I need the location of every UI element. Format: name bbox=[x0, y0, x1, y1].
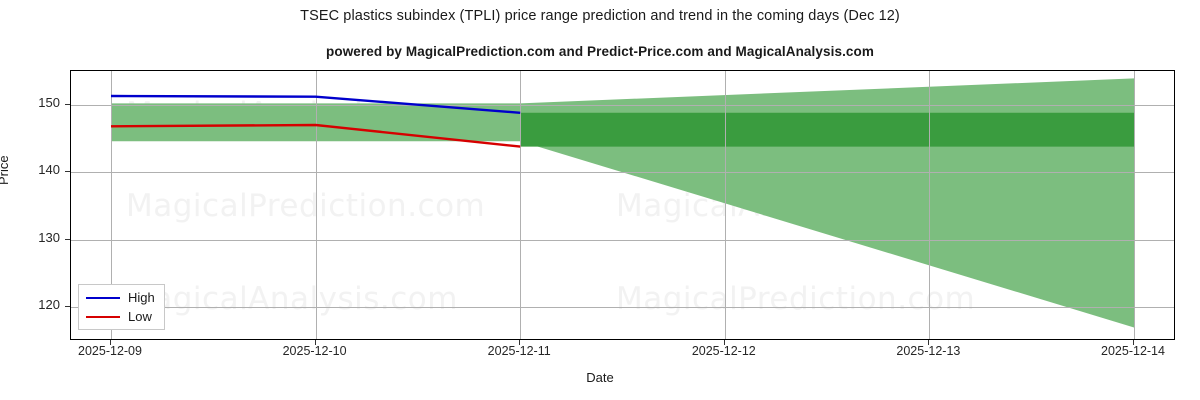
y-tick-mark bbox=[65, 306, 70, 308]
x-tick-mark bbox=[928, 340, 930, 345]
x-tick-mark bbox=[314, 340, 316, 345]
y-tick-mark bbox=[65, 171, 70, 173]
x-tick-mark bbox=[519, 340, 521, 345]
legend-label-high: High bbox=[128, 290, 155, 305]
gridline-horizontal bbox=[71, 104, 1174, 106]
gridline-vertical bbox=[315, 71, 317, 339]
gridline-horizontal bbox=[71, 172, 1174, 174]
series-lines bbox=[110, 94, 521, 148]
gridline-horizontal bbox=[71, 239, 1174, 241]
x-axis-label: Date bbox=[586, 370, 614, 385]
x-tick-label: 2025-12-12 bbox=[691, 344, 756, 358]
x-tick-label: 2025-12-11 bbox=[487, 344, 551, 358]
forecast-core-band bbox=[520, 112, 1134, 147]
x-tick-label: 2025-12-10 bbox=[282, 344, 347, 358]
gridline-vertical bbox=[724, 71, 726, 339]
x-tick-mark bbox=[723, 340, 725, 345]
x-tick-label: 2025-12-13 bbox=[896, 344, 961, 358]
gridline-vertical bbox=[111, 71, 112, 339]
x-tick-mark bbox=[1133, 340, 1134, 345]
series-line-high bbox=[110, 94, 521, 114]
legend-item-high: High bbox=[86, 290, 155, 305]
chart-title: TSEC plastics subindex (TPLI) price rang… bbox=[300, 8, 900, 24]
y-tick-label: 120 bbox=[38, 297, 60, 313]
y-tick-label: 140 bbox=[38, 162, 60, 178]
y-tick-label: 130 bbox=[38, 229, 60, 245]
x-tick-mark bbox=[110, 340, 111, 345]
gridline-horizontal bbox=[71, 307, 1174, 309]
legend-swatch-high bbox=[86, 296, 120, 299]
y-tick-label: 150 bbox=[38, 94, 60, 110]
gridline-vertical bbox=[929, 71, 931, 339]
plot-area: MagicalAnalysis.comMagicalPrediction.com… bbox=[70, 70, 1175, 340]
series-line-low bbox=[110, 123, 521, 148]
gridline-vertical bbox=[520, 71, 522, 339]
legend-label-low: Low bbox=[128, 309, 152, 324]
x-tick-label: 2025-12-09 bbox=[78, 344, 142, 358]
band-shapes bbox=[111, 78, 1134, 328]
legend-item-low: Low bbox=[86, 309, 155, 324]
chart-legend[interactable]: High Low bbox=[78, 284, 165, 330]
legend-swatch-low bbox=[86, 315, 120, 318]
chart-subtitle: powered by MagicalPrediction.com and Pre… bbox=[326, 44, 874, 59]
y-tick-mark bbox=[65, 103, 70, 105]
x-tick-label: 2025-12-14 bbox=[1101, 344, 1165, 358]
y-tick-mark bbox=[65, 238, 70, 240]
gridline-vertical bbox=[1134, 71, 1135, 339]
